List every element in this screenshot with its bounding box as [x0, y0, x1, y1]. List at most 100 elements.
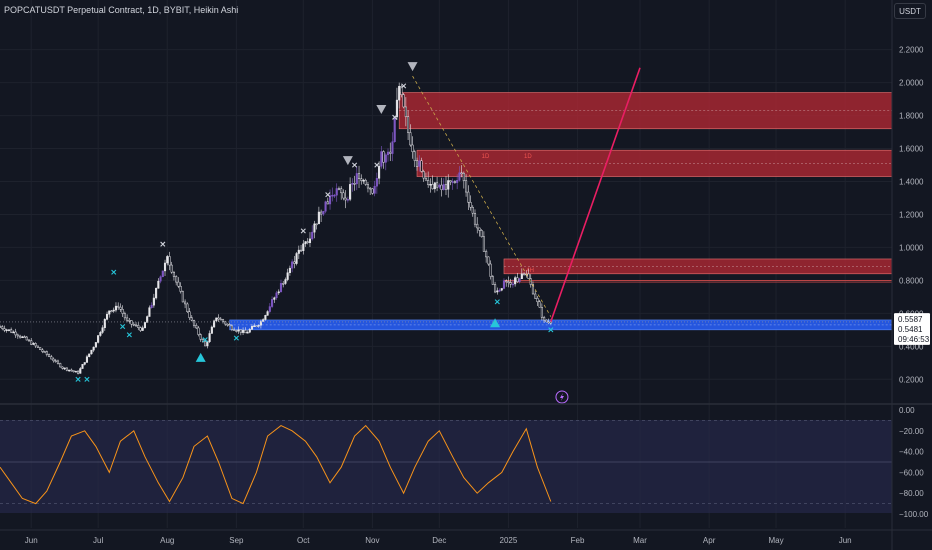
candle-body — [175, 276, 178, 283]
candle-body — [5, 329, 8, 331]
candle-body — [244, 329, 247, 334]
cross-marker — [351, 162, 358, 168]
candle-body — [482, 236, 485, 252]
candle-body — [282, 283, 285, 285]
time-label: May — [768, 536, 783, 545]
candle-body — [134, 324, 138, 327]
candle-body — [300, 249, 303, 252]
candle-body — [148, 307, 151, 317]
candle-body — [277, 291, 280, 294]
projection-line — [550, 67, 641, 322]
candle-body — [505, 280, 508, 282]
candle-body — [297, 249, 300, 254]
candle-body — [253, 325, 256, 328]
candle-body — [166, 256, 169, 264]
candle-body — [74, 370, 77, 373]
candle-body — [333, 194, 336, 197]
candle-body — [108, 310, 111, 315]
lightning-icon[interactable] — [555, 390, 569, 404]
time-label: Oct — [297, 536, 310, 545]
candle-body — [415, 160, 419, 167]
candle-body — [217, 317, 220, 320]
candle-body — [228, 324, 231, 327]
cross-marker — [392, 114, 398, 120]
time-label: Mar — [633, 536, 647, 545]
osc-axis-label: −20.00 — [899, 427, 924, 436]
candle-body — [204, 341, 207, 347]
candle-body — [433, 182, 436, 190]
candle-body — [41, 349, 44, 352]
candle-body — [119, 306, 122, 310]
candle-body — [471, 206, 474, 214]
candle-body — [45, 351, 48, 355]
zones: 1D 1D 4H — [229, 92, 893, 331]
cross-marker — [401, 83, 407, 89]
candle-body — [105, 313, 109, 320]
candle-body — [458, 172, 461, 181]
cross-marker — [75, 376, 81, 382]
candle-body — [462, 172, 465, 181]
candle-body — [61, 366, 64, 369]
price-label: 0.2000 — [899, 375, 924, 384]
time-label: Jun — [839, 536, 852, 545]
candle-body — [453, 181, 456, 183]
candle-body — [473, 213, 477, 225]
candle-body — [547, 321, 550, 324]
candle-body — [195, 325, 198, 329]
candle-body — [114, 305, 118, 311]
candle-body — [420, 160, 423, 172]
time-label: Apr — [703, 536, 716, 545]
candle-body — [442, 184, 445, 190]
candle-body — [337, 188, 341, 190]
candle-body — [409, 132, 412, 146]
osc-band — [0, 420, 892, 513]
candle-body — [219, 318, 222, 321]
price-label: 1.4000 — [899, 178, 924, 187]
time-label: Feb — [571, 536, 585, 545]
currency-button[interactable]: USDT — [894, 3, 926, 19]
candle-body — [23, 336, 26, 338]
candle-body — [161, 270, 164, 278]
cross-marker — [84, 376, 90, 382]
time-label: Jun — [25, 536, 38, 545]
candle-body — [456, 180, 459, 183]
candle-body — [543, 317, 546, 321]
candles — [0, 82, 552, 375]
candle-body — [340, 188, 343, 194]
candle-body — [465, 180, 468, 193]
candle-body — [137, 324, 140, 328]
candle-body — [112, 309, 115, 312]
candle-body — [308, 238, 312, 243]
candle-body — [440, 184, 443, 190]
sell-triangle — [407, 62, 418, 72]
candle-body — [378, 165, 381, 179]
candle-body — [496, 290, 499, 293]
candle-body — [478, 227, 481, 231]
candle-body — [27, 339, 31, 342]
candle-body — [52, 358, 55, 362]
candle-body — [451, 181, 454, 183]
candle-body — [117, 305, 120, 308]
zone-demand — [229, 319, 893, 331]
candle-body — [1, 326, 4, 329]
candle-body — [30, 340, 33, 345]
candle-body — [19, 335, 22, 338]
candle-body — [128, 320, 131, 322]
candle-body — [90, 349, 93, 355]
candle-body — [56, 360, 60, 364]
candle-body — [302, 243, 305, 251]
candle-body — [25, 336, 28, 341]
candle-body — [271, 299, 274, 307]
oscillator-line — [0, 424, 552, 505]
candle-body — [364, 179, 367, 185]
candle-body — [248, 329, 251, 333]
price-label: 1.0000 — [899, 243, 924, 252]
candle-body — [436, 182, 439, 188]
candle-body — [237, 329, 240, 332]
buy-triangle — [195, 352, 206, 362]
candle-body — [85, 356, 89, 363]
candle-body — [286, 272, 289, 280]
cross-marker — [120, 323, 126, 330]
candle-body — [331, 194, 334, 197]
